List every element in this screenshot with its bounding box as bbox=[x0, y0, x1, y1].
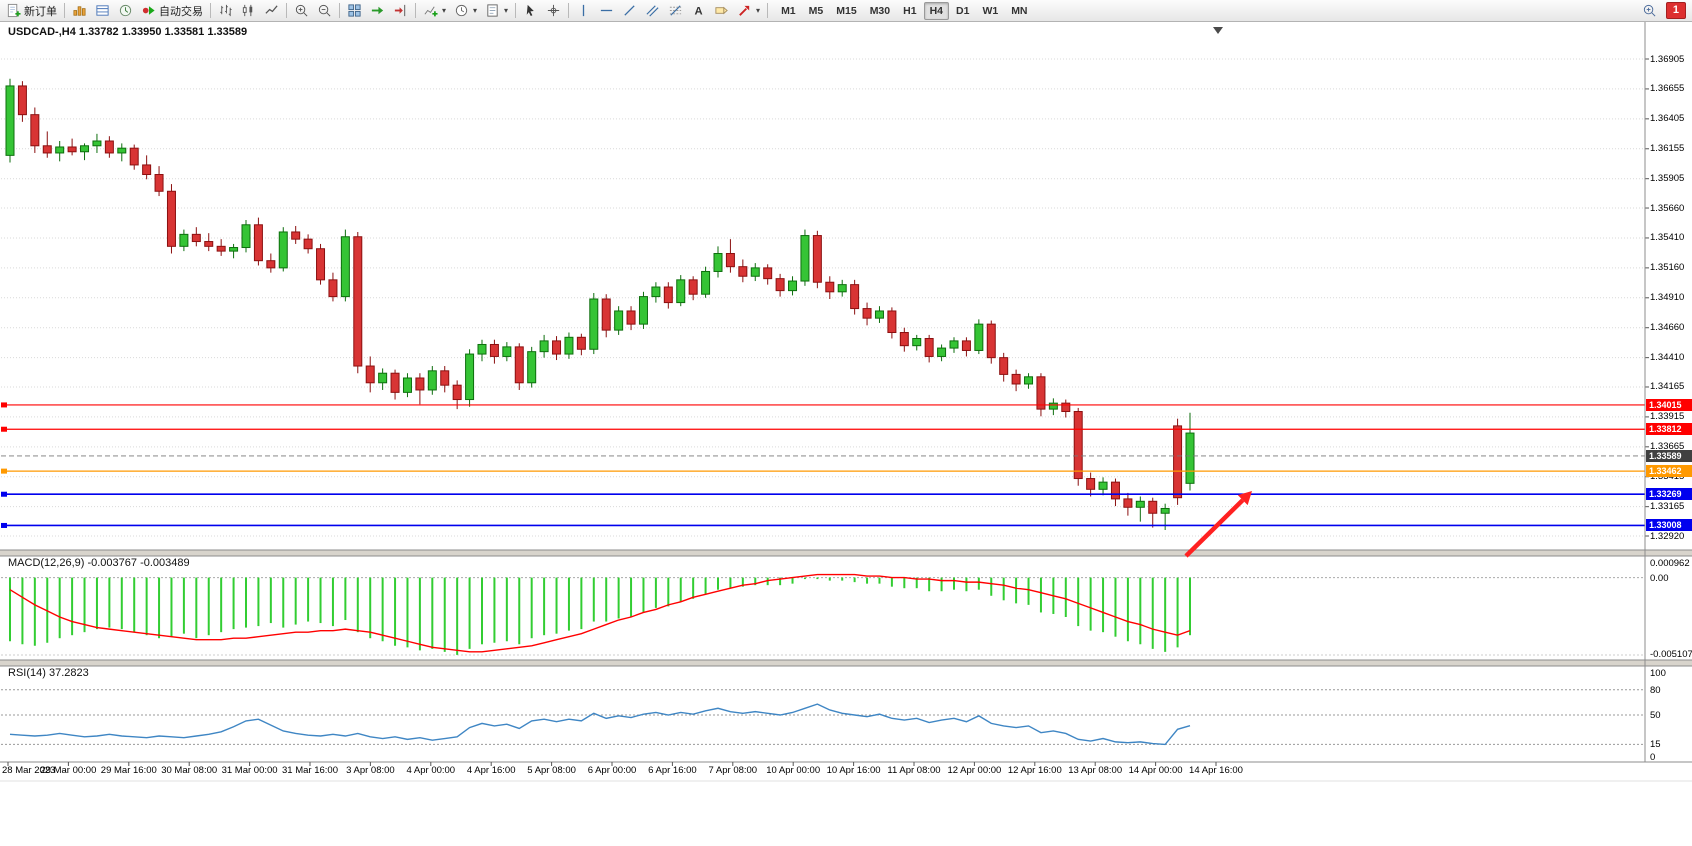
line-handle bbox=[1, 468, 7, 474]
zoom-in-button[interactable] bbox=[290, 1, 313, 21]
timeframe-toolbar: M1 M5 M15 M30 H1 H4 D1 W1 MN bbox=[775, 1, 1033, 20]
data-window-icon bbox=[96, 5, 109, 16]
zoom-in-icon bbox=[295, 4, 308, 17]
chevron-down-icon: ▾ bbox=[756, 6, 761, 15]
candlestick-chart-icon bbox=[242, 4, 253, 17]
toolbar-separator bbox=[568, 3, 570, 18]
market-watch-button[interactable] bbox=[68, 1, 91, 21]
indicators-icon bbox=[424, 6, 438, 17]
new-order-button[interactable]: 新订单 bbox=[2, 1, 61, 21]
timeframe-m30-button[interactable]: M30 bbox=[864, 2, 896, 20]
channel-icon bbox=[646, 5, 659, 17]
crosshair-icon bbox=[547, 4, 560, 17]
search-button[interactable] bbox=[1638, 1, 1661, 21]
toolbar-separator bbox=[515, 3, 517, 18]
chart-shift-marker bbox=[1213, 27, 1223, 34]
navigator-icon bbox=[119, 4, 132, 17]
crosshair-button[interactable] bbox=[542, 1, 565, 21]
text-button[interactable]: A bbox=[687, 1, 710, 21]
line-handle bbox=[1, 402, 7, 408]
chevron-down-icon: ▾ bbox=[504, 6, 509, 15]
data-window-button[interactable] bbox=[91, 1, 114, 21]
toolbar-separator bbox=[286, 3, 287, 18]
autotrading-icon bbox=[142, 6, 155, 15]
tile-windows-button[interactable] bbox=[343, 1, 366, 21]
cursor-button[interactable] bbox=[519, 1, 542, 21]
level-lines bbox=[1, 402, 1645, 528]
chevron-down-icon: ▾ bbox=[442, 6, 447, 15]
templates-button[interactable]: ▾ bbox=[481, 1, 512, 21]
cursor-icon bbox=[526, 4, 534, 17]
notification-badge[interactable]: 1 bbox=[1665, 2, 1686, 19]
horizontal-line-button[interactable] bbox=[595, 1, 618, 21]
chart-shift-button[interactable] bbox=[389, 1, 412, 21]
chevron-down-icon: ▾ bbox=[473, 6, 478, 15]
candles bbox=[5, 78, 1195, 531]
timeframe-m5-button[interactable]: M5 bbox=[803, 2, 830, 20]
trendline-icon bbox=[624, 5, 635, 16]
line-chart-button[interactable] bbox=[260, 1, 283, 21]
periods-clock-icon bbox=[455, 4, 468, 17]
annotation-arrow bbox=[1184, 491, 1252, 558]
autotrading-button[interactable]: 自动交易 bbox=[137, 1, 207, 21]
autotrading-label: 自动交易 bbox=[159, 5, 203, 18]
rsi-line bbox=[9, 703, 1191, 746]
chart-shift-icon bbox=[394, 4, 406, 17]
line-chart-icon bbox=[265, 5, 278, 14]
vertical-line-icon bbox=[582, 4, 585, 17]
text-label-icon bbox=[715, 6, 728, 15]
panel-borders bbox=[0, 22, 1692, 782]
bar-chart-button[interactable] bbox=[214, 1, 237, 21]
text-label-button[interactable] bbox=[710, 1, 733, 21]
new-order-icon bbox=[7, 3, 21, 18]
macd-panel bbox=[1, 573, 1645, 656]
indicators-button[interactable]: ▾ bbox=[419, 1, 450, 21]
line-handle bbox=[1, 522, 7, 528]
timeframe-h4-button[interactable]: H4 bbox=[923, 1, 949, 20]
toolbar-separator bbox=[415, 3, 416, 18]
periods-button[interactable]: ▾ bbox=[450, 1, 481, 21]
channel-button[interactable] bbox=[641, 1, 664, 21]
templates-icon bbox=[487, 4, 498, 17]
toolbar-separator bbox=[767, 3, 769, 18]
horizontal-line-icon bbox=[600, 9, 613, 12]
zoom-out-icon bbox=[318, 4, 331, 17]
trendline-button[interactable] bbox=[618, 1, 641, 21]
timeframe-mn-button[interactable]: MN bbox=[1005, 2, 1033, 20]
vertical-line-button[interactable] bbox=[572, 1, 595, 21]
arrow-tool-icon bbox=[739, 5, 750, 16]
line-handle bbox=[1, 491, 7, 497]
toolbar-separator bbox=[339, 3, 340, 18]
toolbar-separator bbox=[210, 3, 211, 18]
svg-text:A: A bbox=[694, 6, 702, 18]
timeframe-h1-button[interactable]: H1 bbox=[897, 2, 922, 20]
candlestick-chart-button[interactable] bbox=[237, 1, 260, 21]
timeframe-d1-button[interactable]: D1 bbox=[950, 2, 975, 20]
fibonacci-button[interactable] bbox=[664, 1, 687, 21]
auto-scroll-button[interactable] bbox=[366, 1, 389, 21]
auto-scroll-icon bbox=[371, 6, 384, 15]
search-icon bbox=[1643, 4, 1656, 17]
bar-chart-icon bbox=[220, 4, 232, 17]
navigator-button[interactable] bbox=[114, 1, 137, 21]
price-grid bbox=[1, 58, 1649, 537]
toolbar-right-group: 1 bbox=[1638, 1, 1690, 21]
new-order-label: 新订单 bbox=[24, 5, 57, 18]
market-watch-icon bbox=[73, 6, 86, 16]
fibonacci-icon bbox=[669, 5, 682, 16]
time-axis bbox=[7, 762, 1217, 766]
timeframe-m1-button[interactable]: M1 bbox=[775, 2, 802, 20]
arrows-button[interactable]: ▾ bbox=[733, 1, 764, 21]
line-handle bbox=[1, 426, 7, 432]
text-icon: A bbox=[694, 6, 702, 18]
toolbar: 新订单 自动交易 ▾ ▾ bbox=[0, 0, 1692, 22]
timeframe-m15-button[interactable]: M15 bbox=[830, 2, 862, 20]
rsi-panel bbox=[1, 689, 1645, 746]
macd-signal-line bbox=[9, 573, 1191, 653]
toolbar-separator bbox=[64, 3, 65, 18]
zoom-out-button[interactable] bbox=[313, 1, 336, 21]
timeframe-w1-button[interactable]: W1 bbox=[976, 2, 1004, 20]
tile-windows-icon bbox=[348, 4, 361, 17]
